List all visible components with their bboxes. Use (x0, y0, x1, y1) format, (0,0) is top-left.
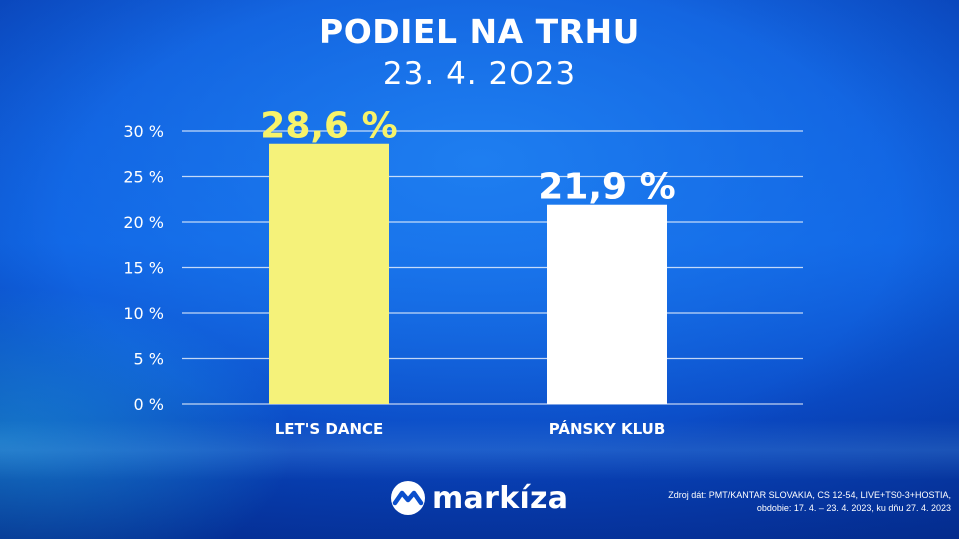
bar (269, 143, 389, 405)
bar (547, 204, 667, 404)
y-tick-label: 10 % (123, 304, 164, 323)
y-tick-label: 30 % (123, 122, 164, 141)
y-tick-label: 20 % (123, 213, 164, 232)
y-tick-label: 15 % (123, 259, 164, 278)
y-tick-label: 25 % (123, 168, 164, 187)
logo-text: markíza (432, 480, 569, 516)
data-label: 28,6 % (260, 106, 397, 147)
source-line-2: obdobie: 17. 4. – 23. 4. 2023, ku dňu 27… (756, 503, 951, 513)
y-tick-label: 0 % (134, 395, 164, 414)
category-label: LET'S DANCE (275, 420, 384, 438)
chart-date: 23. 4. 2O23 (382, 56, 577, 92)
markiza-logo: markíza (390, 478, 568, 518)
chart-title: PODIEL NA TRHU (319, 12, 640, 51)
markiza-m-icon (391, 481, 425, 515)
background-glow (0, 420, 959, 480)
bar-chart: 0 % 5 % 10 % 15 % 20 % 25 % 30 % 28,6 % LET'S DA… (123, 105, 675, 438)
source-line-1: Zdroj dát: PMT/KANTAR SLOVAKIA, CS 12-54… (668, 490, 951, 500)
source-note: Zdroj dát: PMT/KANTAR SLOVAKIA, CS 12-54… (651, 489, 951, 515)
y-tick-label: 5 % (134, 350, 164, 369)
data-label: 21,9 % (538, 167, 675, 208)
category-label: PÁNSKY KLUB (549, 419, 666, 438)
